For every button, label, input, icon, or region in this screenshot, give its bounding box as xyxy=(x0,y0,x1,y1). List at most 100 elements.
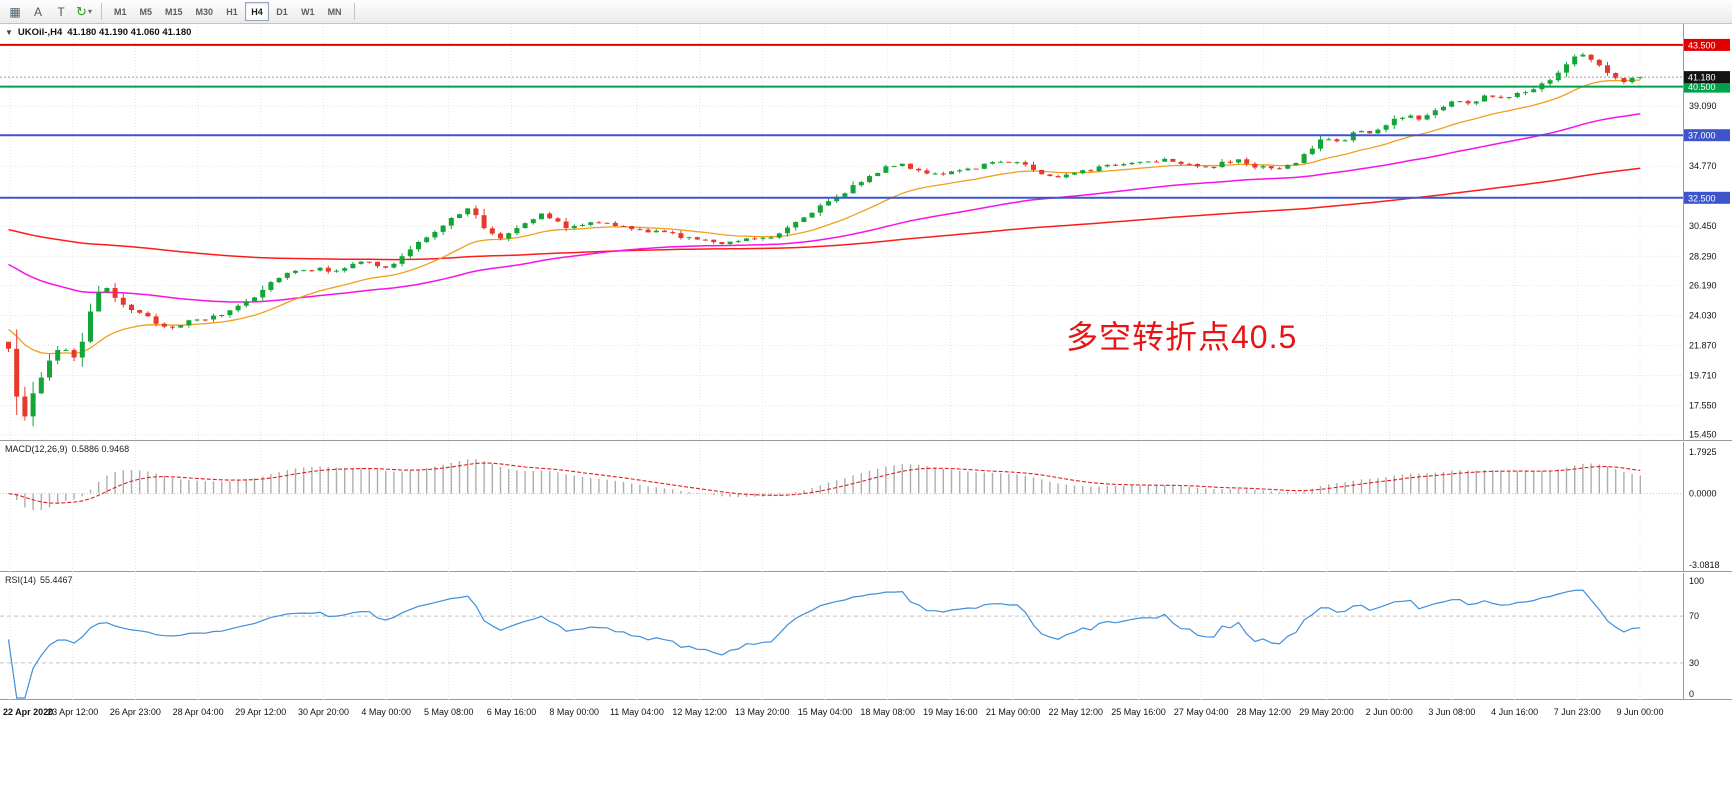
price-scale[interactable]: 39.090 34.770 30.450 28.290 26.190 24.030 21.8… xyxy=(1684,38,1730,440)
time-label: 12 May 12:00 xyxy=(672,707,727,717)
macd-tick: -3.0818 xyxy=(1689,560,1720,570)
macd-label: MACD(12,26,9) 0.5886 0.9468 xyxy=(5,444,130,454)
toolbar-separator xyxy=(353,3,355,20)
time-label: 28 Apr 04:00 xyxy=(173,707,224,717)
tf-button-W1[interactable]: W1 xyxy=(301,6,315,17)
refresh-icon: ↻ xyxy=(76,3,87,19)
time-label: 29 May 20:00 xyxy=(1299,707,1354,717)
price-badge-41.180: 41.180 xyxy=(1684,71,1730,84)
time-label: 15 May 04:00 xyxy=(798,707,853,717)
tf-button-H1[interactable]: H1 xyxy=(226,6,238,17)
time-label: 18 May 08:00 xyxy=(860,707,915,717)
refresh-tool-icon[interactable]: ↻ ▾ xyxy=(73,2,95,22)
ohlc-values: 41.180 41.190 41.060 41.180 xyxy=(67,27,192,38)
tf-button-MN[interactable]: MN xyxy=(327,6,342,17)
ma-mid-line xyxy=(8,113,1641,303)
time-label: 22 Apr 2020 xyxy=(3,707,53,717)
macd-scale[interactable]: 1.7925 0.0000 -3.0818 xyxy=(1689,447,1720,570)
price-tick: 24.030 xyxy=(1689,311,1717,321)
symbol-label: UKOil-,H4 xyxy=(17,27,63,38)
svg-text:43.500: 43.500 xyxy=(1688,40,1716,50)
tf-button-D1[interactable]: D1 xyxy=(276,6,288,17)
toolbar: ▦ A T ↻ ▾ M1 M5 M15 M30 H1 H4 D1 W1 MN xyxy=(0,0,1732,24)
time-label: 21 May 00:00 xyxy=(986,707,1041,717)
rsi-scale[interactable]: 100 70 30 0 xyxy=(1689,576,1704,699)
ma-slow-line xyxy=(8,167,1641,261)
rsi-panel: 100 70 30 0 RSI(14) 55.4467 xyxy=(0,573,1732,700)
main-grid xyxy=(0,24,1683,441)
price-tick: 21.870 xyxy=(1689,341,1717,351)
main-chart-svg[interactable]: 39.090 34.770 30.450 28.290 26.190 24.030 21.8… xyxy=(0,24,1732,441)
price-tick: 28.290 xyxy=(1689,251,1717,261)
time-label: 11 May 04:00 xyxy=(610,707,664,717)
macd-panel: 1.7925 0.0000 -3.0818 MACD(12,26,9) 0.5886 … xyxy=(0,442,1732,572)
time-label: 28 May 12:00 xyxy=(1237,707,1292,717)
time-label: 7 Jun 23:00 xyxy=(1554,707,1601,717)
tf-button-H4[interactable]: H4 xyxy=(245,2,270,21)
macd-signal-line xyxy=(8,462,1641,504)
rsi-line xyxy=(7,589,1641,699)
rsi-svg[interactable]: 100 70 30 0 xyxy=(0,573,1732,700)
time-axis[interactable]: 22 Apr 2020 23 Apr 12:00 26 Apr 23:00 28 Ap… xyxy=(0,701,1732,725)
time-label: 22 May 12:00 xyxy=(1049,707,1104,717)
price-tick: 19.710 xyxy=(1689,371,1717,381)
svg-text:41.180: 41.180 xyxy=(1688,73,1716,83)
macd-svg[interactable]: 1.7925 0.0000 -3.0818 xyxy=(0,442,1732,572)
collapse-arrow-icon[interactable]: ▼ xyxy=(5,28,13,37)
font-tool-icon[interactable]: A xyxy=(33,4,42,19)
ma-fast-line xyxy=(8,79,1641,355)
dropdown-caret-icon[interactable]: ▾ xyxy=(87,7,92,16)
tf-button-M1[interactable]: M1 xyxy=(114,6,127,17)
macd-histogram xyxy=(16,459,1642,511)
time-label: 9 Jun 00:00 xyxy=(1616,707,1663,717)
time-label: 30 Apr 20:00 xyxy=(298,707,349,717)
timeframe-group: M1 M5 M15 M30 H1 H4 D1 W1 MN xyxy=(108,2,348,21)
symbol-ohlc-line: ▼ UKOil-,H4 41.180 41.190 41.060 41.180 xyxy=(5,27,191,38)
price-tick: 34.770 xyxy=(1689,161,1717,171)
svg-text:40.500: 40.500 xyxy=(1688,82,1716,92)
time-label: 13 May 20:00 xyxy=(735,707,790,717)
time-label: 19 May 16:00 xyxy=(923,707,978,717)
svg-text:37.000: 37.000 xyxy=(1688,131,1716,141)
svg-text:32.500: 32.500 xyxy=(1688,193,1716,203)
annotation-text: 多空转折点40.5 xyxy=(1066,319,1298,355)
macd-tick: 0.0000 xyxy=(1689,489,1717,499)
candles xyxy=(6,52,1643,427)
time-label: 4 May 00:00 xyxy=(361,707,411,717)
time-label: 25 May 16:00 xyxy=(1111,707,1166,717)
price-badge-40.500: 40.500 xyxy=(1684,80,1730,93)
price-badge-32.500: 32.500 xyxy=(1684,191,1730,204)
rsi-tick: 100 xyxy=(1689,576,1704,586)
tf-button-M15[interactable]: M15 xyxy=(165,6,183,17)
macd-grid xyxy=(0,442,1683,572)
chart-window-icon[interactable]: ▦ xyxy=(9,4,21,19)
price-badge-37.000: 37.000 xyxy=(1684,129,1730,142)
time-label: 2 Jun 00:00 xyxy=(1366,707,1413,717)
price-tick: 17.550 xyxy=(1689,401,1717,411)
rsi-tick: 30 xyxy=(1689,658,1699,668)
time-label: 6 May 16:00 xyxy=(487,707,537,717)
price-tick: 26.190 xyxy=(1689,281,1717,291)
rsi-label: RSI(14) 55.4467 xyxy=(5,575,73,585)
price-tick: 39.090 xyxy=(1689,101,1717,111)
time-label: 23 Apr 12:00 xyxy=(47,707,98,717)
tf-button-M5[interactable]: M5 xyxy=(139,6,153,17)
rsi-tick: 0 xyxy=(1689,689,1694,699)
price-tick: 15.450 xyxy=(1689,430,1717,440)
main-chart-panel: 39.090 34.770 30.450 28.290 26.190 24.030 21.8… xyxy=(0,24,1732,441)
rsi-tick: 70 xyxy=(1689,611,1699,621)
time-label: 8 May 00:00 xyxy=(549,707,599,717)
time-label: 3 Jun 08:00 xyxy=(1428,707,1475,717)
time-label: 4 Jun 16:00 xyxy=(1491,707,1538,717)
rsi-grid xyxy=(0,573,1683,700)
tf-button-M30[interactable]: M30 xyxy=(195,6,214,17)
time-label: 27 May 04:00 xyxy=(1174,707,1229,717)
text-tool-icon[interactable]: T xyxy=(57,4,65,19)
time-label: 29 Apr 12:00 xyxy=(235,707,286,717)
price-tick: 30.450 xyxy=(1689,221,1717,231)
toolbar-separator xyxy=(101,3,102,20)
macd-tick: 1.7925 xyxy=(1689,447,1717,457)
